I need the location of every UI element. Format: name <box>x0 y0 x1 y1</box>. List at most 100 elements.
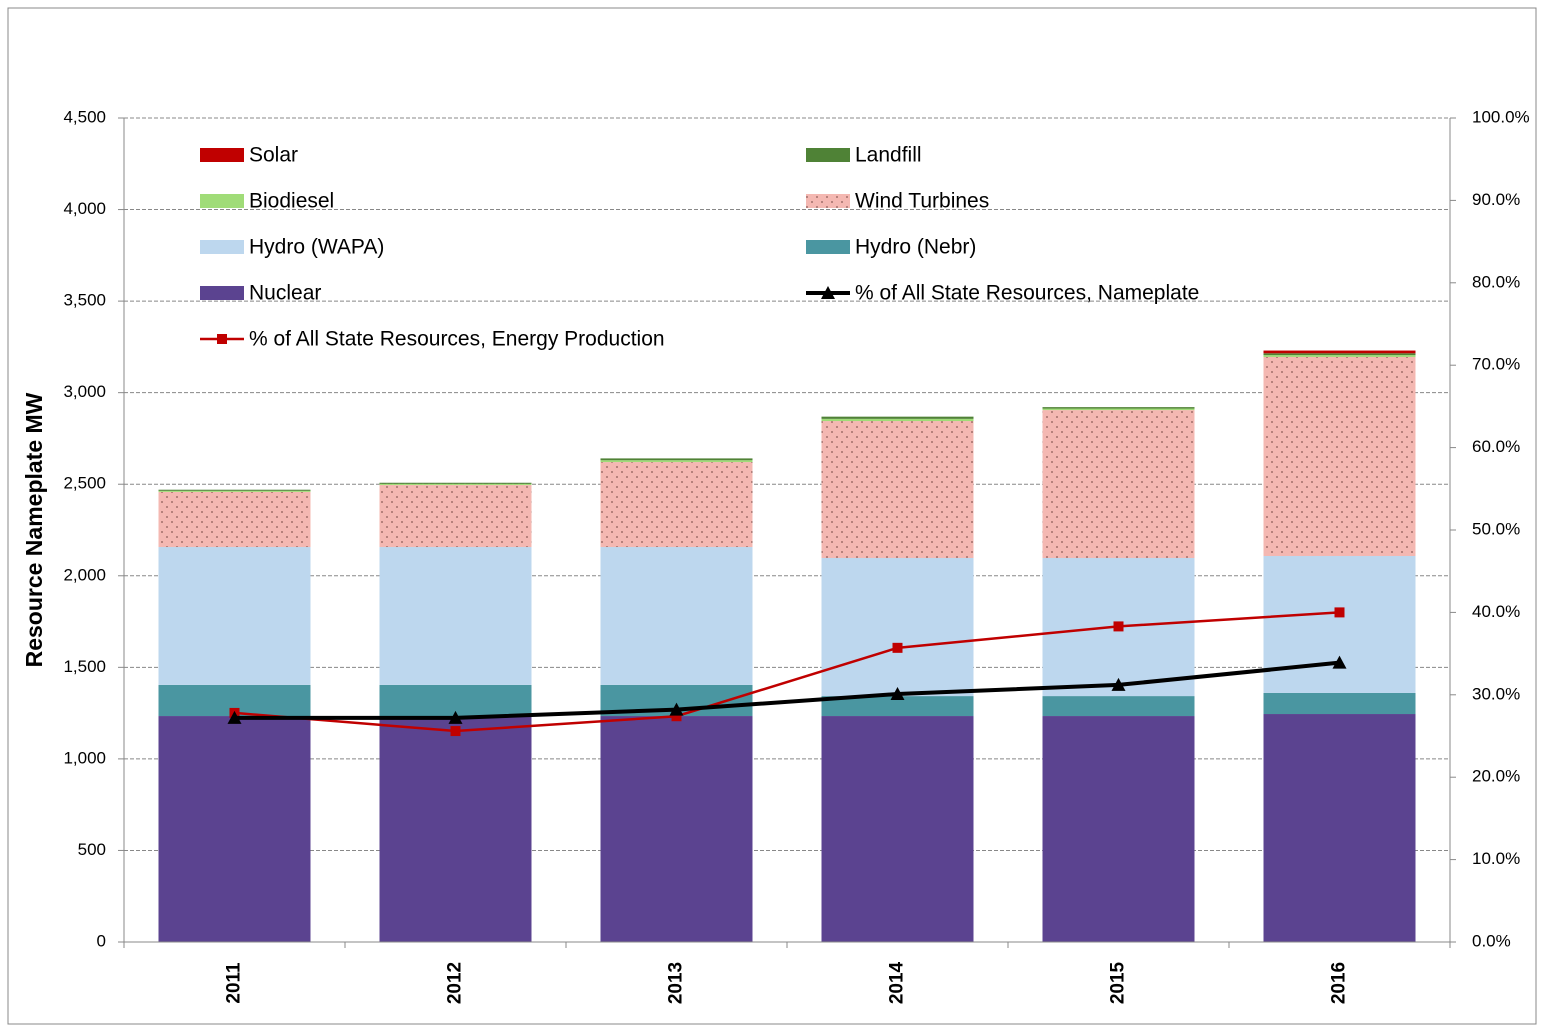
y-tick-label: 500 <box>78 840 106 859</box>
bar-segment <box>1263 350 1416 354</box>
legend-entry: Hydro (WAPA) <box>200 236 384 259</box>
bar-segment <box>1042 408 1195 411</box>
line <box>234 660 1340 720</box>
bar-segment <box>1263 353 1416 356</box>
bar-segment <box>821 696 974 717</box>
legend-swatch <box>806 148 850 162</box>
bar-segment <box>379 684 532 717</box>
bar-segment <box>600 716 753 942</box>
legend-swatch <box>806 240 850 254</box>
y-tick-label: 4,500 <box>63 107 106 126</box>
bar-segment <box>600 462 753 548</box>
y-tick-label: 0 <box>97 931 106 950</box>
x-tick-label: 2012 <box>445 962 466 1004</box>
y-axis-title: Resource Nameplate MW <box>21 392 47 667</box>
x-tick-label: 2011 <box>224 962 245 1004</box>
legend-label: Nuclear <box>249 282 321 305</box>
x-tick-label: 2016 <box>1329 962 1350 1004</box>
legend-label: Hydro (Nebr) <box>855 236 976 259</box>
y-tick-label: 4,000 <box>63 199 106 218</box>
x-tick-label: 2013 <box>666 962 687 1004</box>
line-marker <box>227 710 242 724</box>
legend-entry: Hydro (Nebr) <box>806 236 976 259</box>
y2-tick-label: 60.0% <box>1472 437 1520 456</box>
legend: Solar Landfill Biodiesel Wind Turbines Hydro… <box>200 144 1199 351</box>
line <box>234 611 1340 733</box>
legend-entry: % of All State Resources, Nameplate <box>806 282 1199 305</box>
line-marker <box>1111 677 1126 691</box>
bar-segment <box>379 483 532 485</box>
line-marker <box>1334 607 1345 618</box>
y2-tick-label: 90.0% <box>1472 190 1520 209</box>
legend-swatch <box>200 286 244 300</box>
line-marker <box>892 642 903 653</box>
y-tick-label: 3,000 <box>63 382 106 401</box>
y2-tick-label: 40.0% <box>1472 602 1520 621</box>
line-marker <box>448 710 463 724</box>
legend-swatch <box>200 240 244 254</box>
legend-swatch <box>200 194 244 208</box>
y-tick-label: 2,500 <box>63 474 106 493</box>
y2-tick-label: 20.0% <box>1472 767 1520 786</box>
bar-segment <box>1263 356 1416 557</box>
bar-segment <box>1263 355 1416 357</box>
bar-segment <box>379 547 532 685</box>
bar-segment <box>1263 556 1416 693</box>
bar-segment <box>821 418 974 422</box>
bar-segment <box>379 716 532 942</box>
legend-marker <box>217 334 227 344</box>
legend-label: Solar <box>249 144 298 167</box>
legend-marker <box>821 286 835 299</box>
grid <box>124 117 1450 851</box>
line-marker <box>890 686 905 700</box>
legend-entry: Biodiesel <box>200 190 334 213</box>
line-marker <box>669 702 684 716</box>
y-tick-label: 1,000 <box>63 748 106 767</box>
bar-segment <box>600 458 753 461</box>
bar-segment <box>1042 716 1195 942</box>
legend-entry: Landfill <box>806 144 922 167</box>
bar-segment <box>1263 692 1416 715</box>
bar-segment <box>821 421 974 559</box>
legend-entry: Wind Turbines <box>806 190 989 213</box>
bar-segment <box>821 416 974 419</box>
y-tick-label: 1,500 <box>63 657 106 676</box>
bar-segment <box>600 547 753 685</box>
legend-label: Biodiesel <box>249 190 334 213</box>
bar-segment <box>158 716 311 942</box>
bar-segment <box>1042 407 1195 409</box>
bar-segment <box>600 460 753 463</box>
line-marker <box>450 726 461 737</box>
x-tick-label: 2015 <box>1108 961 1129 1004</box>
legend-label: Hydro (WAPA) <box>249 236 384 259</box>
bar-segment <box>379 482 532 484</box>
y2-tick-label: 0.0% <box>1472 931 1511 950</box>
line-series <box>227 655 1347 724</box>
legend-label: % of All State Resources, Energy Product… <box>249 328 665 351</box>
line-marker <box>1332 655 1347 669</box>
y2-tick-label: 80.0% <box>1472 272 1520 291</box>
legend-entry: Solar <box>200 144 298 167</box>
legend-entry: % of All State Resources, Energy Product… <box>200 328 665 351</box>
legend-entry: Nuclear <box>200 282 321 305</box>
bar-segment <box>158 547 311 685</box>
bar-segment <box>1042 696 1195 717</box>
line-marker <box>671 711 682 722</box>
x-tick-label: 2014 <box>887 961 908 1004</box>
line-marker <box>1113 621 1124 632</box>
bar-segment <box>158 491 311 548</box>
bar-segment <box>158 490 311 492</box>
legend-label: Landfill <box>855 144 922 167</box>
bar-segment <box>379 484 532 548</box>
legend-label: % of All State Resources, Nameplate <box>855 282 1199 305</box>
y2-tick-label: 70.0% <box>1472 355 1520 374</box>
bar-segment <box>1263 714 1416 942</box>
y2-tick-label: 10.0% <box>1472 849 1520 868</box>
y-tick-label: 3,500 <box>63 291 106 310</box>
y-tick-label: 2,000 <box>63 565 106 584</box>
y2-tick-label: 100.0% <box>1472 107 1530 126</box>
bar-segment <box>1042 410 1195 559</box>
legend-label: Wind Turbines <box>855 190 989 213</box>
legend-swatch <box>200 148 244 162</box>
